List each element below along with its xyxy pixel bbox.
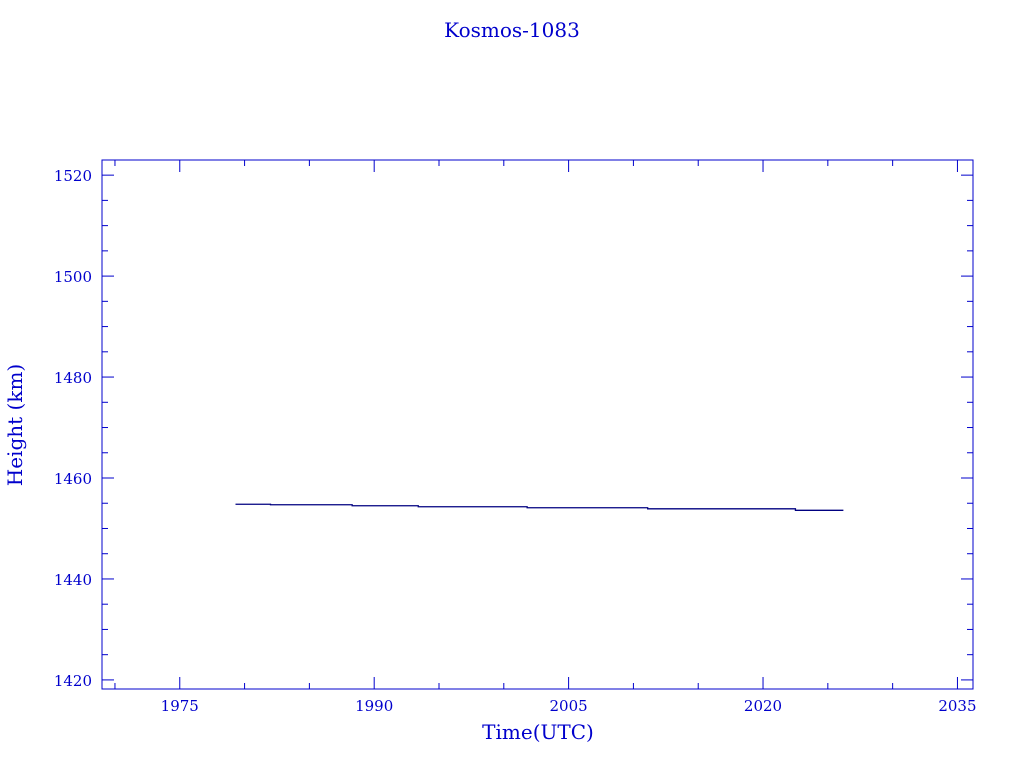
x-tick-label: 2005	[550, 697, 588, 715]
x-tick-label: 2035	[938, 697, 976, 715]
plot-frame	[101, 159, 974, 690]
series-line	[235, 503, 844, 511]
x-tick-label: 1975	[161, 697, 199, 715]
chart-title: Kosmos-1083	[444, 18, 580, 42]
y-axis-label: Height (km)	[3, 364, 27, 486]
x-axis-label: Time(UTC)	[482, 720, 594, 744]
y-tick-label: 1440	[54, 571, 92, 589]
x-tick-label: 1990	[355, 697, 393, 715]
x-tick-label: 2020	[744, 697, 782, 715]
y-tick-label: 1420	[54, 672, 92, 690]
y-tick-label: 1520	[54, 167, 92, 185]
y-tick-label: 1480	[54, 369, 92, 387]
y-tick-label: 1500	[54, 268, 92, 286]
y-tick-label: 1460	[54, 470, 92, 488]
